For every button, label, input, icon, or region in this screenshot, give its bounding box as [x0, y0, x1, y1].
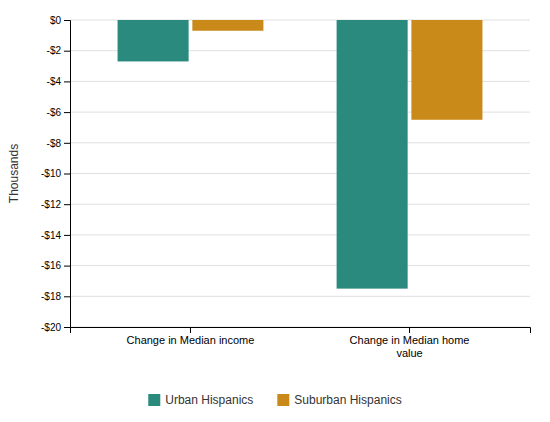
- bar: [192, 20, 263, 31]
- tick: -$10: [41, 168, 70, 179]
- grid-line: [70, 265, 530, 266]
- tick: -$12: [41, 199, 70, 210]
- bar: [411, 20, 482, 120]
- axis-title: Thousands: [7, 144, 21, 203]
- tick-mark: [64, 81, 70, 82]
- chart: $0 -$2 -$4 -$6 -$8 -$10 -$12 -$14 -$16 -$18 -$20 Ch…: [0, 0, 550, 422]
- tick-mark: [64, 51, 70, 52]
- tick-label: -$18: [41, 291, 61, 302]
- grid: [70, 20, 530, 327]
- grid-line: [70, 204, 530, 205]
- tick-mark: [64, 296, 70, 297]
- legend-swatch: [148, 394, 160, 406]
- grid-line: [70, 296, 530, 297]
- tick: -$16: [41, 260, 70, 271]
- tick-mark: [64, 235, 70, 236]
- tick-mark: [64, 112, 70, 113]
- tick: -$8: [47, 138, 70, 149]
- bar: [118, 20, 189, 61]
- legend-swatch: [277, 394, 289, 406]
- plot: $0 -$2 -$4 -$6 -$8 -$10 -$12 -$14 -$16 -$18 -$20 Ch…: [41, 15, 531, 359]
- legend: Urban Hispanics Suburban Hispanics: [148, 393, 401, 407]
- tick-mark: [190, 327, 191, 333]
- tick-label: Change in Median homevalue: [350, 334, 470, 359]
- legend-label: Urban Hispanics: [165, 393, 253, 407]
- grid-line: [70, 234, 530, 235]
- axis-line: [71, 328, 531, 334]
- series: [192, 20, 482, 120]
- tick-mark: [64, 327, 70, 328]
- tick-mark: [64, 20, 70, 21]
- tick-label: -$2: [47, 45, 62, 56]
- tick-label: -$16: [41, 260, 61, 271]
- tick-label: -$4: [47, 76, 62, 87]
- tick-mark: [64, 174, 70, 175]
- grid-line: [70, 173, 530, 174]
- legend-item: Suburban Hispanics: [277, 393, 401, 407]
- bar: [337, 20, 408, 289]
- tick-label: -$8: [47, 138, 62, 149]
- bars: [118, 20, 483, 289]
- y-axis: $0 -$2 -$4 -$6 -$8 -$10 -$12 -$14 -$16 -$18 -$20: [41, 15, 71, 333]
- axis-line: [64, 21, 71, 328]
- tick-label: -$14: [41, 230, 61, 241]
- tick-mark: [409, 327, 410, 333]
- x-axis: Change in Median income Change in Median …: [71, 327, 531, 359]
- tick-label: -$20: [41, 322, 61, 333]
- tick-label: $0: [50, 15, 62, 26]
- tick: Change in Median homevalue: [350, 327, 470, 359]
- grid-line: [70, 142, 530, 143]
- tick-label: -$12: [41, 199, 61, 210]
- tick: -$4: [47, 76, 70, 87]
- legend-item: Urban Hispanics: [148, 393, 253, 407]
- tick: $0: [50, 15, 70, 26]
- tick: -$20: [41, 322, 70, 333]
- tick: -$18: [41, 291, 70, 302]
- tick: Change in Median income: [127, 327, 255, 346]
- tick: -$2: [47, 45, 70, 56]
- series: [118, 20, 408, 289]
- tick-mark: [64, 204, 70, 205]
- tick-label: -$10: [41, 168, 61, 179]
- tick: -$14: [41, 230, 70, 241]
- tick: -$6: [47, 107, 70, 118]
- tick-label: Change in Median income: [127, 334, 255, 346]
- tick-mark: [64, 143, 70, 144]
- legend-label: Suburban Hispanics: [294, 393, 401, 407]
- tick-mark: [64, 266, 70, 267]
- tick-label: -$6: [47, 107, 62, 118]
